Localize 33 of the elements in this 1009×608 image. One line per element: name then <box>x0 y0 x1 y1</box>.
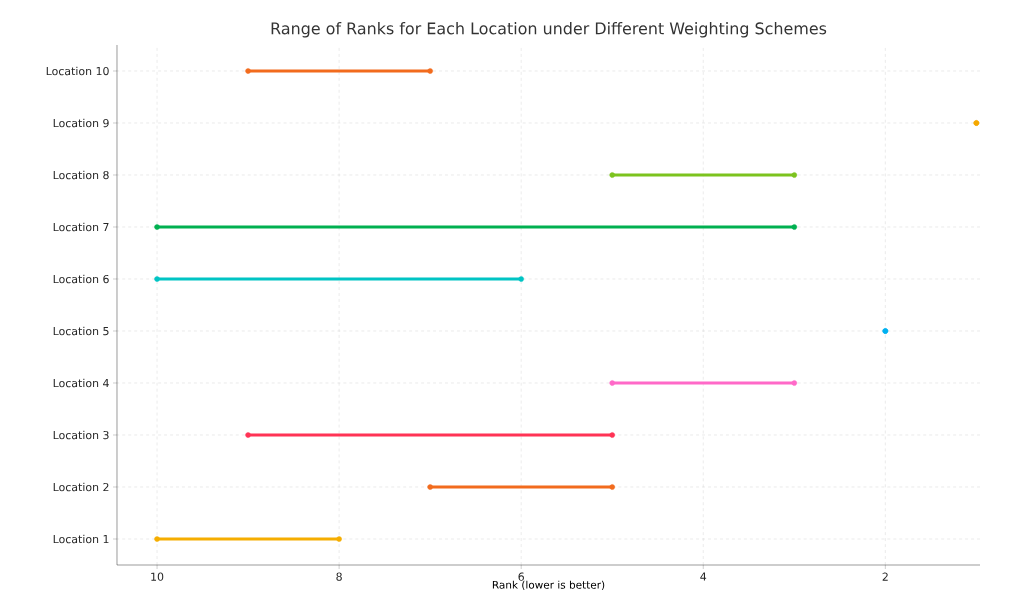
x-tick-label: 8 <box>336 572 342 581</box>
point <box>609 432 616 438</box>
point <box>791 380 798 386</box>
point <box>336 536 342 542</box>
y-tick-label: Location 4 <box>53 378 109 388</box>
point <box>518 276 524 282</box>
point <box>154 536 160 542</box>
x-tick-label: 6 <box>518 572 524 581</box>
y-tick-label: Location 3 <box>53 430 109 440</box>
point <box>609 172 616 178</box>
x-axis-title: Rank (lower is better) <box>492 580 605 590</box>
point <box>154 276 160 282</box>
y-tick-label: Location 8 <box>53 170 109 180</box>
x-tick-label: 2 <box>882 572 888 581</box>
y-tick-label: Location 9 <box>53 118 109 128</box>
point <box>791 172 798 178</box>
y-tick-label: Location 6 <box>53 274 109 284</box>
y-tick-label: Location 5 <box>53 326 109 336</box>
point <box>609 380 616 386</box>
point <box>609 484 616 490</box>
x-tick-label: 4 <box>700 572 707 581</box>
point <box>154 224 160 230</box>
y-tick-label: Location 2 <box>53 482 109 492</box>
point <box>427 484 433 490</box>
point <box>427 68 433 74</box>
y-tick-label: Location 10 <box>46 66 109 76</box>
point <box>245 68 251 74</box>
point <box>791 224 798 230</box>
point <box>245 432 251 438</box>
chart-title: Range of Ranks for Each Location under Different Weighting Schemes <box>271 22 827 38</box>
x-tick-label: 10 <box>151 572 164 581</box>
y-tick-label: Location 1 <box>53 534 109 544</box>
y-tick-label: Location 7 <box>53 222 109 232</box>
